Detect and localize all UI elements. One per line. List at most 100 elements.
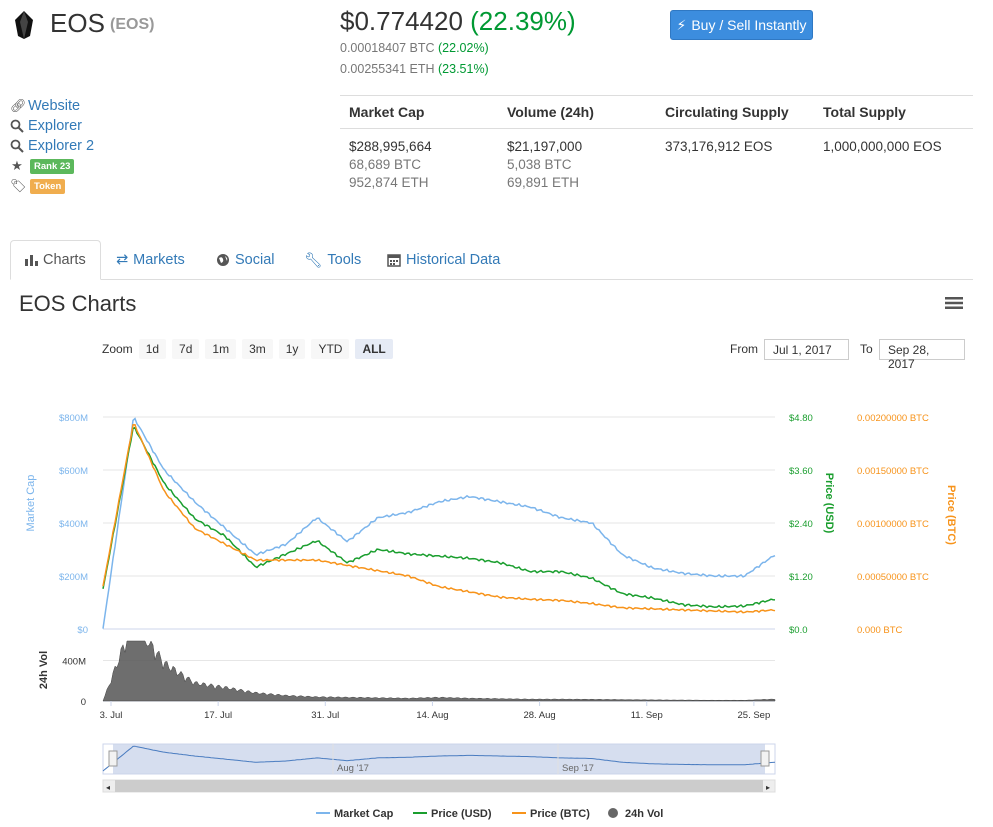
x-tick-label: 11. Sep — [631, 710, 663, 721]
legend-item-label[interactable]: Market Cap — [334, 808, 394, 820]
zoom-3m-button[interactable]: 3m — [242, 339, 273, 359]
tab-markets[interactable]: ⇄ Markets — [116, 240, 185, 280]
market-cap-tick-label: $0 — [77, 625, 88, 636]
price-btc-tick-label: 0.00100000 BTC — [857, 519, 929, 530]
zoom-ytd-button[interactable]: YTD — [311, 339, 350, 359]
navigator-handle[interactable] — [108, 750, 118, 767]
price-btc-change: (22.02%) — [438, 41, 489, 55]
navigator-label: Sep '17 — [562, 763, 594, 774]
x-tick-label: 14. Aug — [416, 710, 448, 721]
price-btc-axis-title: Price (BTC) — [945, 485, 957, 545]
scroll-right-icon[interactable]: ▸ — [766, 783, 770, 792]
price-btc-tick-label: 0.00200000 BTC — [857, 413, 929, 424]
market-cap-btc: 68,689 BTC — [349, 157, 422, 172]
zoom-all-button[interactable]: ALL — [355, 339, 393, 359]
total-supply: 1,000,000,000 EOS — [823, 139, 942, 154]
zoom-7d-button[interactable]: 7d — [172, 339, 200, 359]
legend-swatch — [608, 808, 618, 818]
legend-item-label[interactable]: Price (USD) — [431, 808, 492, 820]
scroll-left-icon[interactable]: ◂ — [106, 783, 110, 792]
chart-grid — [103, 416, 775, 702]
search-icon — [10, 139, 24, 153]
stats-header-total: Total Supply — [823, 104, 906, 120]
price-usd: $0.774420 (22.39%) — [340, 6, 576, 37]
coin-name: EOS — [50, 8, 105, 38]
bolt-icon: ⚡ — [676, 16, 687, 33]
x-tick-label: 31. Jul — [311, 710, 339, 721]
globe-icon — [217, 254, 229, 266]
zoom-controls: Zoom 1d 7d 1m 3m 1y YTD ALL — [102, 339, 393, 359]
tab-markets-label: Markets — [133, 252, 185, 268]
eos-logo-icon — [15, 11, 33, 39]
market-cap-eth: 952,874 ETH — [349, 175, 429, 190]
coin-symbol: (EOS) — [110, 16, 155, 33]
stats-header-market-cap: Market Cap — [349, 104, 425, 120]
zoom-1y-button[interactable]: 1y — [278, 339, 306, 359]
exchange-icon: ⇄ — [116, 252, 129, 268]
zoom-1m-button[interactable]: 1m — [205, 339, 237, 359]
navigator-series-line — [102, 745, 776, 772]
price-usd-tick-label: $2.40 — [789, 519, 813, 530]
calendar-icon — [387, 254, 401, 267]
x-tick-label: 28. Aug — [523, 710, 555, 721]
market-cap-tick-label: $400M — [59, 519, 88, 530]
x-tick-label: 3. Jul — [100, 710, 123, 721]
tab-historical-data[interactable]: Historical Data — [387, 240, 500, 280]
from-label: From — [730, 342, 758, 356]
volume-axis-title: 24h Vol — [38, 651, 50, 689]
tab-social[interactable]: Social — [216, 240, 275, 280]
price-usd-tick-label: $1.20 — [789, 572, 813, 583]
market-cap-tick-label: $200M — [59, 572, 88, 583]
buy-sell-button[interactable]: ⚡ Buy / Sell Instantly — [670, 10, 813, 40]
price-usd-series-line — [102, 426, 776, 609]
tab-tools-label: Tools — [327, 252, 362, 268]
volume-tick-label: 0 — [81, 697, 86, 708]
price-btc-series-line — [102, 424, 776, 614]
price-chart[interactable]: $0 $0.0 0.000 BTC $200M $1.20 0.00050000 BTC $… — [0, 365, 993, 827]
buy-sell-label: Buy / Sell Instantly — [691, 17, 807, 33]
tag-icon: 🏷︎ — [10, 178, 27, 193]
stats-total: 1,000,000,000 EOS — [814, 138, 972, 192]
chart-series — [102, 417, 776, 702]
legend-item-label[interactable]: 24h Vol — [625, 808, 663, 820]
tab-social-label: Social — [235, 252, 275, 268]
price-btc-value: 0.00018407 BTC — [340, 41, 435, 55]
to-date-input[interactable]: Sep 28, 2017 — [879, 339, 965, 371]
stats-header-volume: Volume (24h) — [507, 104, 594, 120]
star-icon: ★ — [11, 158, 23, 173]
zoom-1d-button[interactable]: 1d — [138, 339, 167, 359]
price-usd-tick-label: $3.60 — [789, 466, 813, 477]
volume-series-area — [102, 640, 776, 702]
wrench-icon: 🔧︎ — [304, 252, 323, 269]
stats-header-circulating: Circulating Supply — [665, 104, 789, 120]
price-eth: 0.00255341 ETH (23.51%) — [340, 62, 489, 76]
stats-circulating: 373,176,912 EOS — [656, 138, 814, 192]
tab-historical-label: Historical Data — [406, 252, 501, 268]
charts-title: EOS Charts — [19, 291, 137, 316]
tab-bar: Charts ⇄ Markets Social 🔧︎ Tools Histori… — [10, 240, 973, 280]
scrollbar-thumb[interactable] — [115, 780, 763, 792]
navigator-handle[interactable] — [760, 750, 770, 767]
circulating-supply: 373,176,912 EOS — [665, 139, 773, 154]
from-date-input[interactable]: Jul 1, 2017 — [764, 339, 849, 360]
stats-table: Market Cap Volume (24h) Circulating Supp… — [340, 95, 973, 192]
link-icon: 🔗︎ — [10, 98, 27, 113]
tab-charts[interactable]: Charts — [10, 240, 101, 280]
stats-volume: $21,197,000 5,038 BTC 69,891 ETH — [498, 138, 656, 192]
price-usd-value: $0.774420 — [340, 6, 463, 36]
price-eth-value: 0.00255341 ETH — [340, 62, 435, 76]
market-cap-tick-label: $600M — [59, 466, 88, 477]
explorer-2-link[interactable]: Explorer 2 — [28, 138, 95, 154]
price-usd-axis-title: Price (USD) — [823, 473, 835, 534]
hamburger-menu-icon[interactable] — [945, 296, 963, 310]
price-usd-change: (22.39%) — [470, 6, 576, 36]
navigator-selection[interactable] — [113, 744, 765, 774]
chart-x-axis: 3. Jul 17. Jul 31. Jul 14. Aug 28. Aug 11. Se… — [100, 701, 770, 721]
website-link[interactable]: Website — [28, 98, 81, 114]
chart-navigator[interactable]: Aug '17 Sep '17 ◂ ▸ — [102, 743, 776, 793]
price-btc-tick-label: 0.000 BTC — [857, 625, 903, 636]
navigator-label: Aug '17 — [337, 763, 369, 774]
tab-tools[interactable]: 🔧︎ Tools — [304, 240, 361, 280]
legend-item-label[interactable]: Price (BTC) — [530, 808, 590, 820]
explorer-link[interactable]: Explorer — [28, 118, 82, 134]
